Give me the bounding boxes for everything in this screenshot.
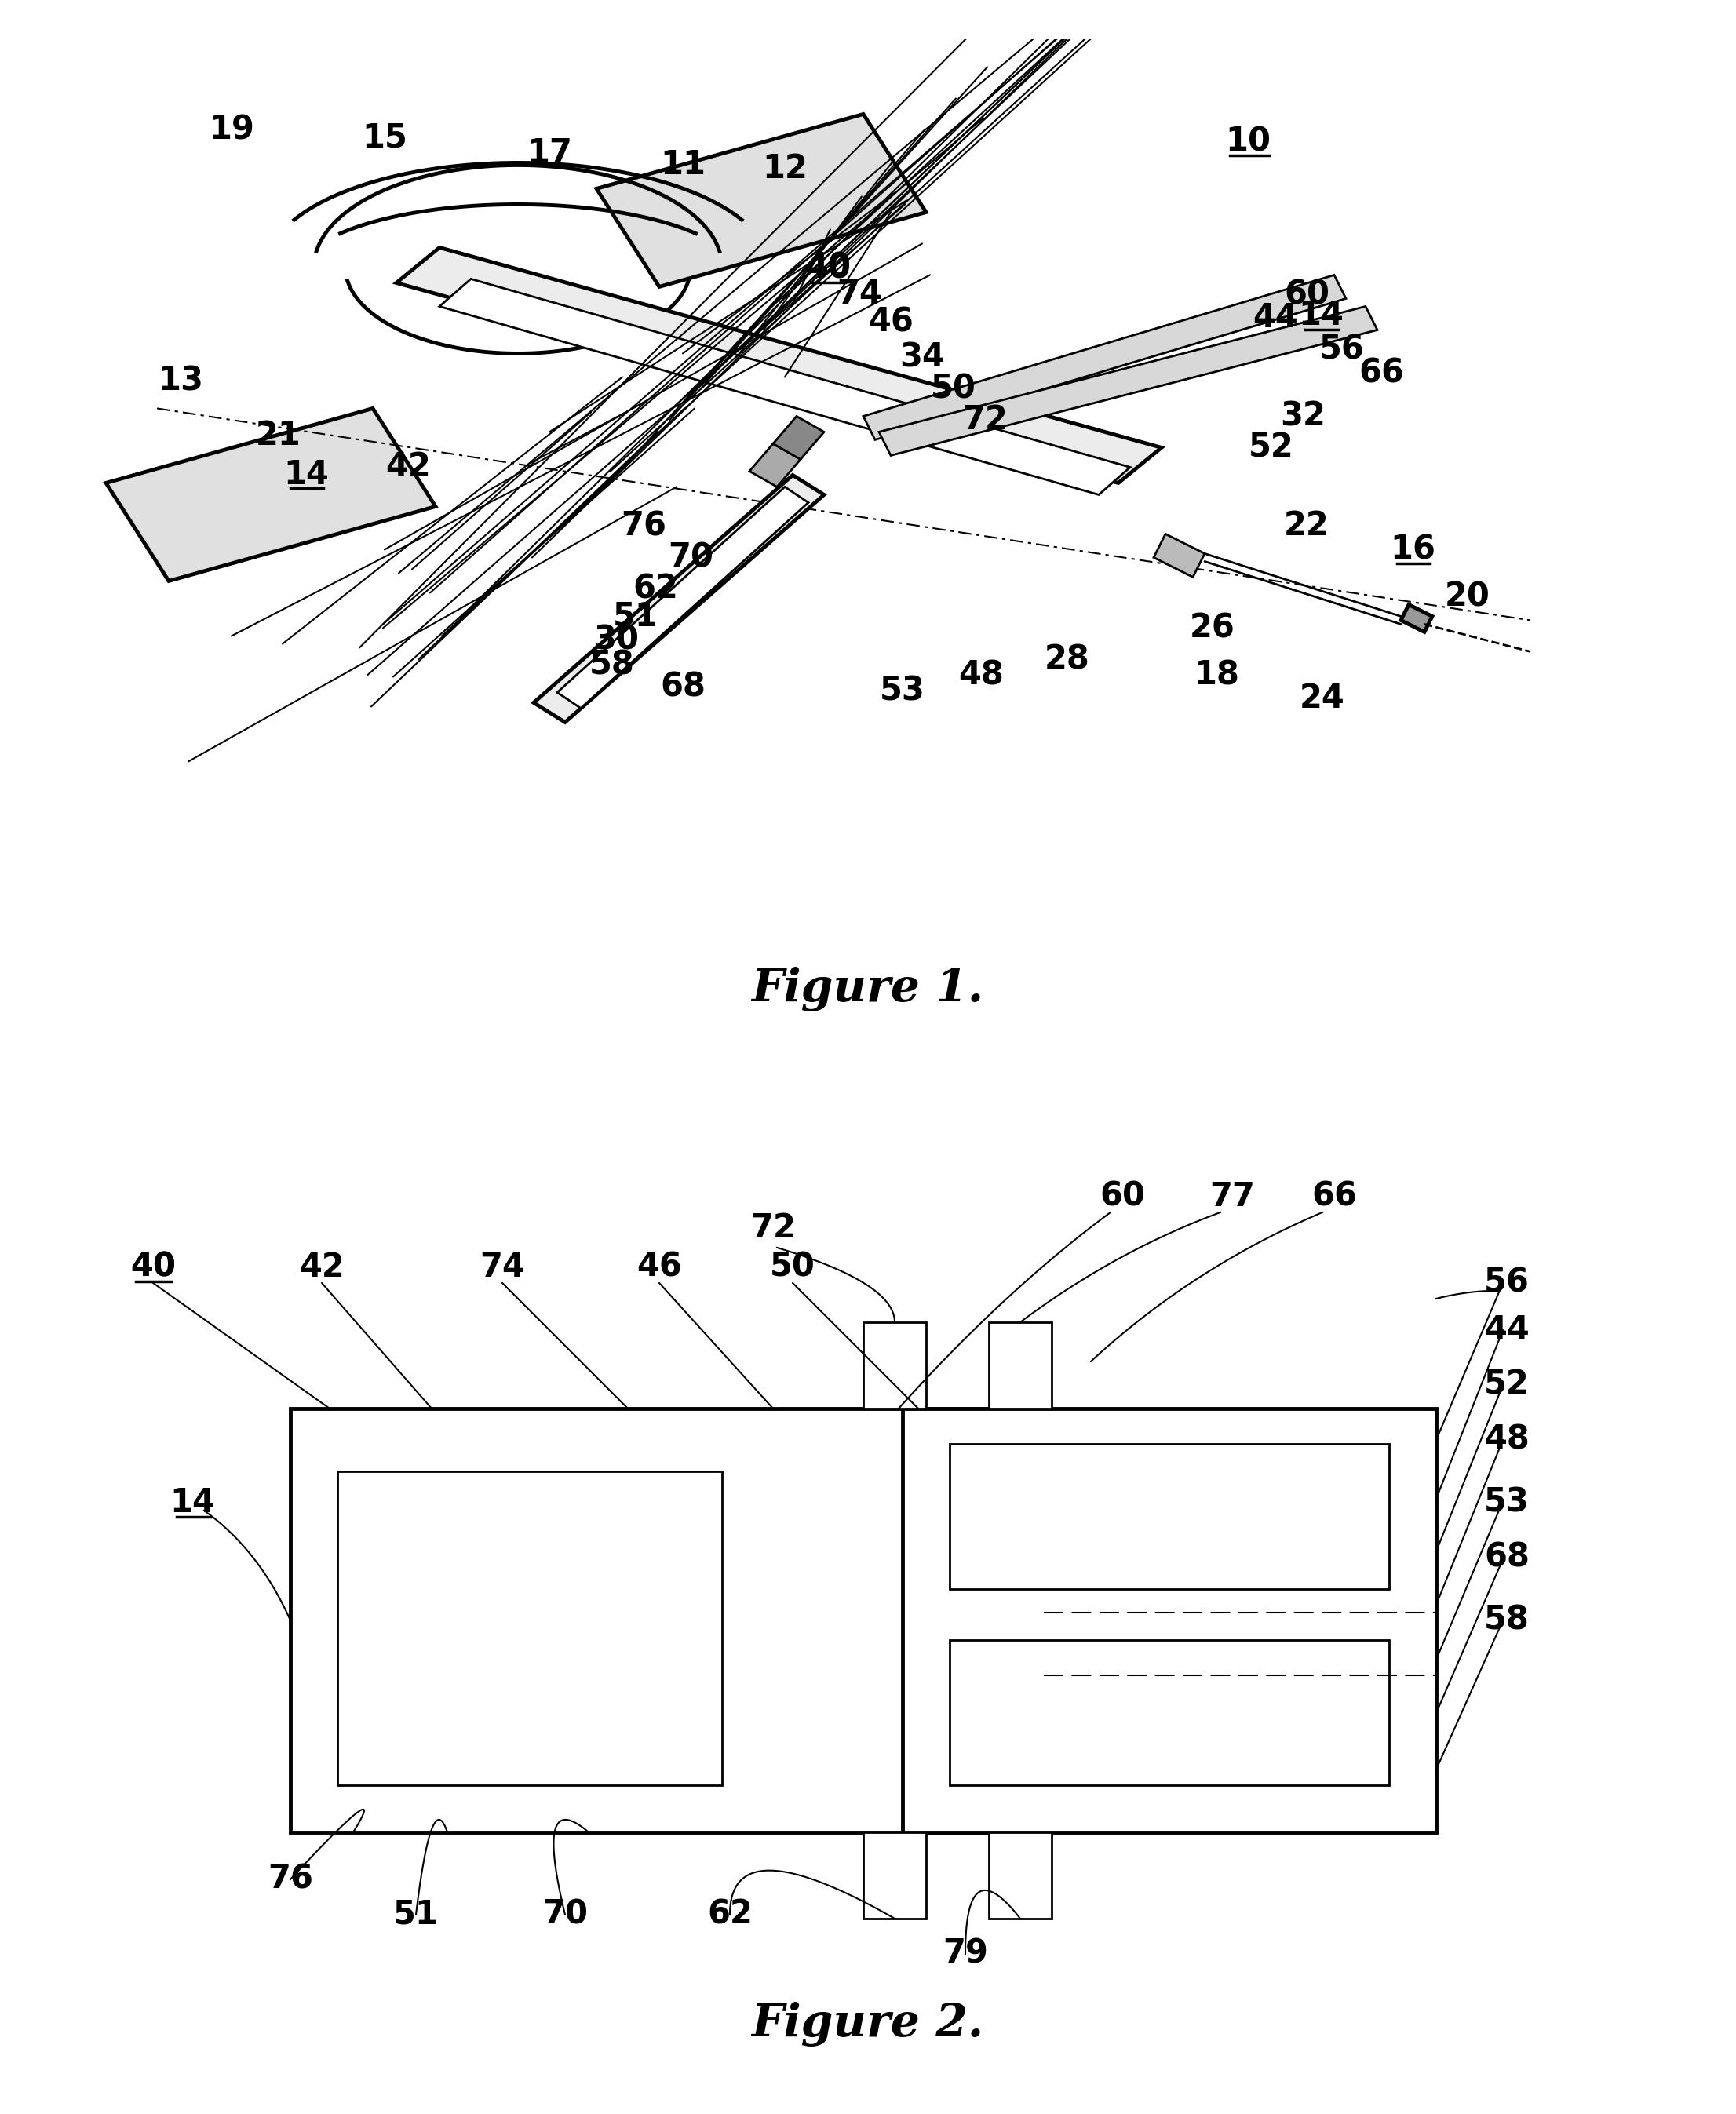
Text: 26: 26 <box>1189 611 1236 645</box>
Text: 62: 62 <box>632 573 679 605</box>
Text: 68: 68 <box>660 670 705 704</box>
Text: 46: 46 <box>868 307 913 338</box>
Text: 34: 34 <box>899 340 944 374</box>
Text: 16: 16 <box>1391 533 1436 567</box>
Polygon shape <box>863 1833 925 1920</box>
Text: 19: 19 <box>208 114 253 146</box>
Polygon shape <box>1401 605 1432 632</box>
Polygon shape <box>950 1640 1389 1784</box>
Text: 74: 74 <box>837 279 882 311</box>
Text: 11: 11 <box>660 148 705 182</box>
Polygon shape <box>773 416 825 459</box>
Polygon shape <box>903 1408 1436 1833</box>
Text: 52: 52 <box>1484 1368 1529 1402</box>
Text: 53: 53 <box>880 674 925 708</box>
Text: 56: 56 <box>1319 334 1364 366</box>
Text: 32: 32 <box>1279 400 1326 433</box>
Text: 12: 12 <box>762 152 807 186</box>
Text: 58: 58 <box>1484 1605 1529 1636</box>
Text: 70: 70 <box>668 541 713 575</box>
Text: 40: 40 <box>130 1251 175 1283</box>
Polygon shape <box>396 247 1161 482</box>
Text: 42: 42 <box>385 450 431 484</box>
Polygon shape <box>878 307 1377 455</box>
Text: 60: 60 <box>1099 1180 1146 1213</box>
Text: 66: 66 <box>1359 357 1404 389</box>
Text: 40: 40 <box>130 1251 175 1283</box>
Text: 51: 51 <box>613 600 658 632</box>
Text: 18: 18 <box>1194 660 1240 691</box>
Text: Figure 2.: Figure 2. <box>752 2002 984 2046</box>
Text: 50: 50 <box>930 372 976 406</box>
Text: 14: 14 <box>283 459 328 493</box>
Text: Figure 1.: Figure 1. <box>752 966 984 1010</box>
Text: 48: 48 <box>958 660 1003 691</box>
Text: 58: 58 <box>590 649 635 681</box>
Text: 22: 22 <box>1285 509 1330 543</box>
Polygon shape <box>106 408 436 581</box>
Text: 13: 13 <box>158 364 203 397</box>
Text: 10: 10 <box>1226 125 1271 159</box>
Polygon shape <box>863 275 1345 440</box>
Text: 15: 15 <box>361 120 408 154</box>
Text: 56: 56 <box>1484 1266 1529 1300</box>
Polygon shape <box>950 1444 1389 1590</box>
Text: 48: 48 <box>1484 1423 1529 1457</box>
Text: 77: 77 <box>1210 1180 1255 1213</box>
Text: 79: 79 <box>943 1936 988 1970</box>
Text: 76: 76 <box>621 509 667 543</box>
Polygon shape <box>1154 535 1205 577</box>
Text: 72: 72 <box>750 1211 795 1245</box>
Text: 50: 50 <box>771 1251 816 1283</box>
Polygon shape <box>290 1408 1043 1833</box>
Text: 44: 44 <box>1253 302 1299 334</box>
Text: 76: 76 <box>267 1862 312 1896</box>
Polygon shape <box>990 1321 1052 1408</box>
Text: 17: 17 <box>526 137 573 169</box>
Text: 42: 42 <box>299 1251 344 1283</box>
Text: 51: 51 <box>394 1898 439 1930</box>
Polygon shape <box>597 114 925 288</box>
Polygon shape <box>533 476 825 723</box>
Text: 20: 20 <box>1444 579 1489 613</box>
Text: 74: 74 <box>479 1251 524 1283</box>
Text: 24: 24 <box>1300 683 1345 715</box>
Polygon shape <box>863 1321 925 1408</box>
Text: 53: 53 <box>1484 1486 1529 1520</box>
Text: 14: 14 <box>170 1486 215 1520</box>
Polygon shape <box>557 486 809 708</box>
Polygon shape <box>337 1471 722 1784</box>
Text: 40: 40 <box>806 252 851 285</box>
Text: 52: 52 <box>1248 431 1293 465</box>
Text: 44: 44 <box>1484 1313 1529 1347</box>
Text: 60: 60 <box>1285 279 1330 311</box>
Text: 66: 66 <box>1311 1180 1358 1213</box>
Text: 40: 40 <box>806 252 851 283</box>
Text: 21: 21 <box>255 419 302 452</box>
Polygon shape <box>439 279 1130 495</box>
Text: 72: 72 <box>962 404 1007 438</box>
Polygon shape <box>750 444 800 486</box>
Text: 62: 62 <box>707 1898 753 1930</box>
Text: 28: 28 <box>1045 643 1090 676</box>
Text: 70: 70 <box>542 1898 589 1930</box>
Text: 68: 68 <box>1484 1541 1529 1575</box>
Polygon shape <box>990 1833 1052 1920</box>
Text: 46: 46 <box>637 1251 682 1283</box>
Text: 30: 30 <box>594 624 639 655</box>
Text: 14: 14 <box>1299 300 1344 332</box>
